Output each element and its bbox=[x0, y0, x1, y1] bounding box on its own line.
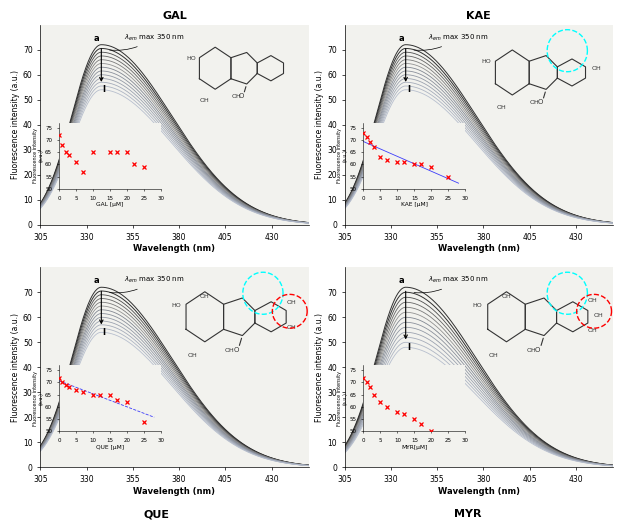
Text: QUE: QUE bbox=[143, 510, 169, 519]
Text: $\lambda_{em}$ max 350 nm: $\lambda_{em}$ max 350 nm bbox=[110, 275, 184, 293]
Y-axis label: Fluorescence intensity (a.u.): Fluorescence intensity (a.u.) bbox=[316, 70, 324, 179]
Text: a: a bbox=[398, 277, 404, 285]
Text: $\lambda_{em}$ max 350 nm: $\lambda_{em}$ max 350 nm bbox=[414, 275, 488, 293]
Text: a: a bbox=[94, 34, 99, 43]
Text: $\lambda_{em}$ max 350 nm: $\lambda_{em}$ max 350 nm bbox=[110, 33, 184, 50]
Title: GAL: GAL bbox=[162, 11, 187, 21]
Y-axis label: Fluorescence intensity (a.u.): Fluorescence intensity (a.u.) bbox=[11, 70, 20, 179]
Text: $\lambda_{em}$ max 350 nm: $\lambda_{em}$ max 350 nm bbox=[414, 33, 488, 50]
Text: a: a bbox=[398, 34, 404, 43]
X-axis label: Wavelength (nm): Wavelength (nm) bbox=[438, 487, 520, 496]
X-axis label: Wavelength (nm): Wavelength (nm) bbox=[438, 244, 520, 253]
Text: a: a bbox=[94, 277, 99, 285]
Y-axis label: Fluorescence intensity (a.u.): Fluorescence intensity (a.u.) bbox=[316, 313, 324, 422]
Title: KAE: KAE bbox=[466, 11, 491, 21]
Y-axis label: Fluorescence intensity (a.u.): Fluorescence intensity (a.u.) bbox=[11, 313, 20, 422]
Text: l: l bbox=[102, 85, 105, 94]
Text: l: l bbox=[407, 343, 410, 352]
Text: l: l bbox=[102, 328, 105, 337]
X-axis label: Wavelength (nm): Wavelength (nm) bbox=[134, 487, 215, 496]
Text: MYR: MYR bbox=[454, 510, 482, 519]
X-axis label: Wavelength (nm): Wavelength (nm) bbox=[134, 244, 215, 253]
Text: l: l bbox=[407, 85, 410, 94]
